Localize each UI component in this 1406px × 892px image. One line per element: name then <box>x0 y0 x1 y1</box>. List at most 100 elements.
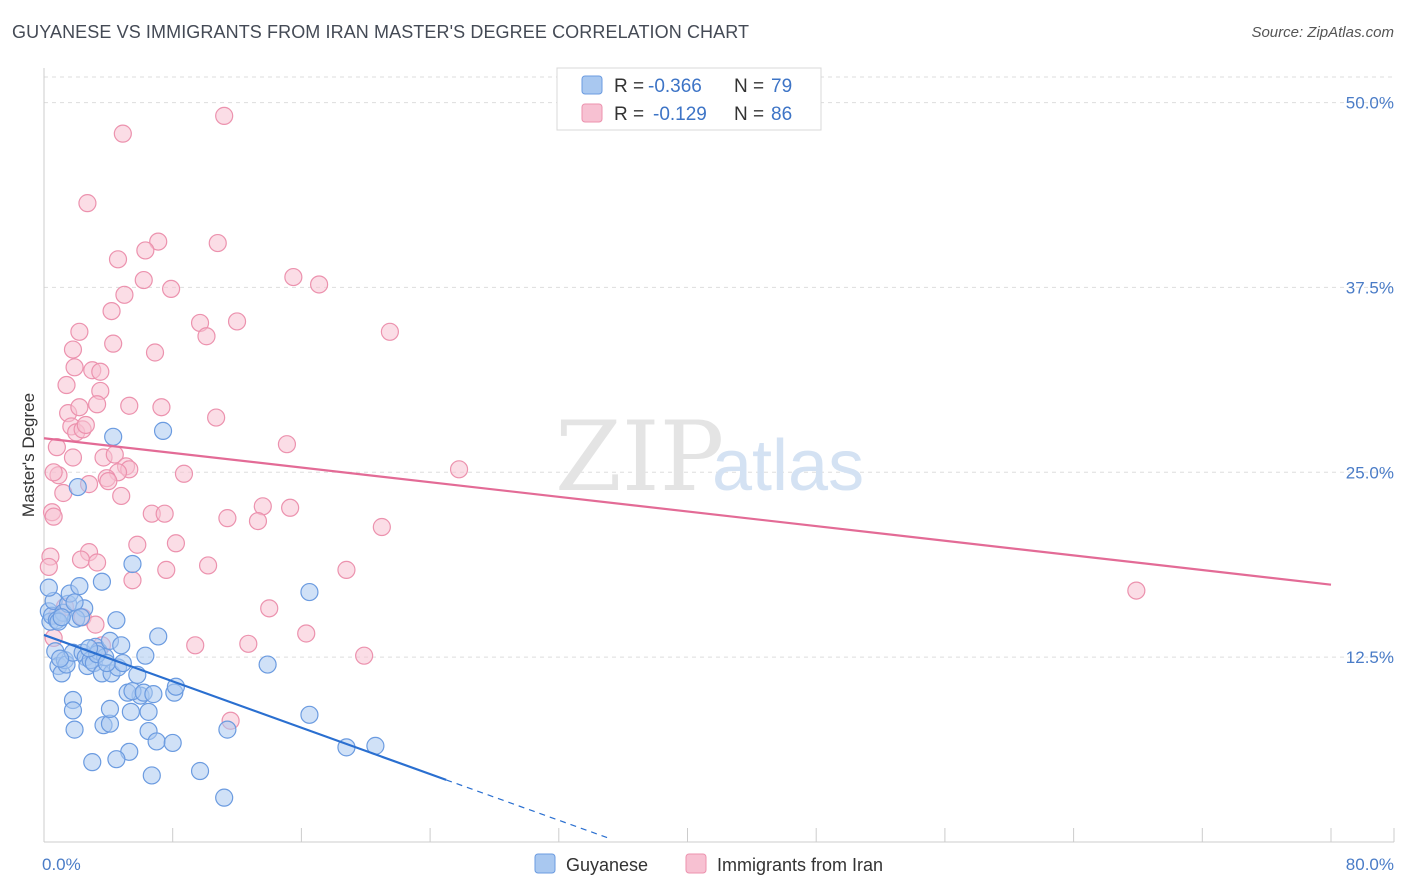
guyanese-point <box>123 554 142 574</box>
guyanese-point <box>163 733 182 753</box>
watermark-atlas: atlas <box>712 426 864 506</box>
guyanese-point <box>107 611 126 630</box>
iran-point <box>161 279 181 299</box>
iran-point <box>57 375 76 395</box>
x-tick-labels: 0.0% 80.0% <box>42 855 1394 874</box>
trend-line-guyanese-extension <box>445 779 608 839</box>
trend-line-iran <box>43 437 1332 586</box>
legend-swatch-guyanese <box>581 75 603 95</box>
iran-point <box>39 557 58 577</box>
iran-point <box>128 535 147 554</box>
trend-line-guyanese <box>43 633 447 781</box>
iran-point <box>281 498 300 517</box>
bottom-legend-guyanese: Guyanese <box>566 855 648 875</box>
grid-lines <box>44 76 1394 658</box>
iran-point <box>355 646 374 665</box>
iran-point <box>1127 581 1146 600</box>
guyanese-point <box>83 753 102 772</box>
iran-point <box>380 322 399 341</box>
iran-point <box>145 343 165 362</box>
iran-point <box>136 241 155 260</box>
iran-point <box>76 415 95 435</box>
guyanese-point <box>68 477 87 497</box>
iran-point <box>70 398 89 417</box>
iran-point <box>123 571 142 590</box>
iran-point <box>207 408 226 427</box>
guyanese-point <box>104 427 123 446</box>
guyanese-point <box>136 646 155 665</box>
iran-point <box>134 270 153 290</box>
legend-swatch-iran <box>581 103 603 123</box>
x-tick-label: 0.0% <box>42 855 81 874</box>
iran-point <box>309 275 329 294</box>
iran-point <box>86 615 105 634</box>
guyanese-point <box>100 699 120 719</box>
y-tick-labels: 12.5% 25.0% 37.5% 50.0% <box>1346 94 1394 668</box>
legend-box: R = -0.366 N = 79 R = -0.129 N = 86 <box>556 67 822 131</box>
iran-point <box>149 232 168 251</box>
bottom-legend-swatch-guyanese <box>534 853 556 874</box>
series-guyanese-points <box>39 421 385 807</box>
guyanese-point <box>142 766 161 785</box>
iran-point <box>449 460 469 479</box>
guyanese-point <box>112 636 131 655</box>
watermark: ZIP atlas <box>555 401 864 513</box>
y-tick-label: 37.5% <box>1346 278 1394 297</box>
iran-point <box>372 517 391 537</box>
guyanese-point <box>190 761 210 781</box>
iran-point <box>87 395 107 414</box>
chart-title: GUYANESE VS IMMIGRANTS FROM IRAN MASTER'… <box>12 22 750 42</box>
guyanese-point <box>300 582 319 602</box>
guyanese-point <box>52 608 71 627</box>
iran-point <box>174 464 194 483</box>
iran-point <box>218 509 237 528</box>
iran-point <box>337 560 356 579</box>
legend-n-label-1: N = <box>734 76 764 97</box>
iran-point <box>239 634 258 653</box>
guyanese-point <box>153 421 173 440</box>
iran-point <box>152 398 171 417</box>
iran-point <box>260 599 279 618</box>
bottom-legend: Guyanese Immigrants from Iran <box>534 853 883 875</box>
iran-point <box>248 511 268 531</box>
iran-point <box>113 124 132 143</box>
iran-point <box>104 334 123 353</box>
iran-point <box>87 553 107 572</box>
guyanese-point <box>63 701 83 720</box>
guyanese-point <box>139 702 158 721</box>
legend-r-label-1: R = <box>614 76 644 97</box>
iran-point <box>208 233 227 253</box>
guyanese-point <box>107 750 126 769</box>
iran-point <box>155 504 174 523</box>
y-tick-label: 50.0% <box>1346 94 1394 113</box>
guyanese-point <box>144 685 163 704</box>
guyanese-point <box>121 702 140 721</box>
iran-point <box>198 556 218 575</box>
iran-point <box>108 250 128 269</box>
guyanese-point <box>92 572 112 591</box>
iran-point <box>70 322 89 341</box>
legend-n-value-2: 86 <box>771 104 792 125</box>
y-tick-label: 12.5% <box>1346 648 1394 667</box>
iran-point <box>166 534 186 553</box>
guyanese-point <box>215 788 234 807</box>
guyanese-point <box>65 720 84 739</box>
guyanese-point <box>70 577 89 596</box>
y-tick-label: 25.0% <box>1346 463 1394 482</box>
guyanese-point <box>149 627 168 646</box>
bottom-legend-swatch-iran <box>685 853 707 874</box>
iran-point <box>215 106 234 125</box>
series-iran-points <box>39 106 1146 730</box>
guyanese-point <box>218 720 237 739</box>
iran-point <box>78 194 97 213</box>
iran-point <box>157 560 176 579</box>
legend-r-value-2: -0.129 <box>653 104 707 125</box>
iran-point <box>284 267 303 287</box>
bottom-legend-iran: Immigrants from Iran <box>717 855 883 875</box>
iran-point <box>120 396 139 415</box>
iran-point <box>227 312 247 331</box>
guyanese-point <box>147 732 166 751</box>
iran-point <box>112 486 131 506</box>
iran-point <box>71 550 91 569</box>
